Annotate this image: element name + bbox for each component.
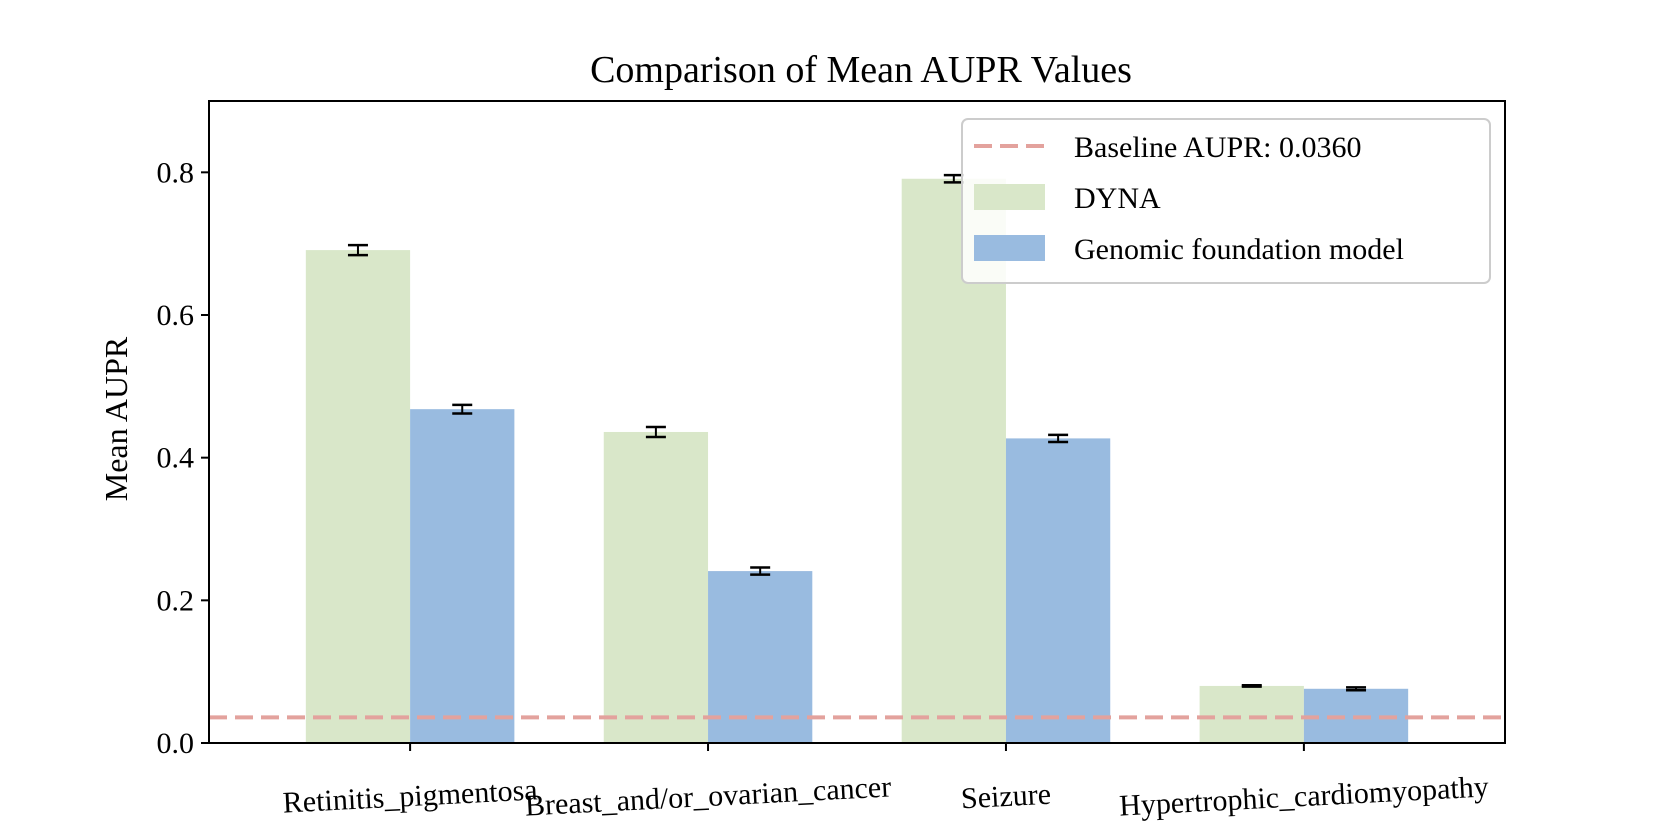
legend-label: Genomic foundation model [1074,233,1404,266]
bar-dyna-4 [1199,685,1304,743]
error-bar [1048,433,1069,444]
bar-dyna-2 [603,431,709,743]
bar-genomic-foundation-model-3 [1005,438,1111,743]
legend-swatch [974,235,1045,261]
legend-swatch [974,184,1045,210]
y-tick-label: 0.6 [157,299,195,332]
x-tick-label: Seizure [960,778,1052,816]
error-bar [347,243,368,257]
x-tick-label: Retinitis_pigmentosa [282,773,538,819]
legend-frame [961,118,1491,284]
y-tick-label: 0.0 [157,727,195,760]
error-bar [645,425,666,439]
y-axis-label: Mean AUPR [98,336,134,501]
bar-dyna-1 [305,250,411,743]
error-bar [1346,686,1367,692]
chart-title: Comparison of Mean AUPR Values [590,49,1132,91]
legend: Baseline AUPR: 0.0360 DYNA Genomic foundat… [961,118,1491,284]
error-bar [452,403,473,415]
x-tick-label: Breast_and/or_ovarian_cancer [524,770,892,822]
legend-label: DYNA [1074,182,1161,215]
y-tick-label: 0.8 [157,156,195,189]
bar-genomic-foundation-model-2 [708,571,813,743]
bars-layer [305,173,1409,744]
bar-genomic-foundation-model-1 [410,409,515,743]
legend-baseline-label: Baseline AUPR: 0.0360 [1074,131,1362,164]
y-tick-label: 0.4 [157,442,195,475]
y-tick-label: 0.2 [157,584,195,617]
error-bar [943,173,964,184]
x-tick-label: Hypertrophic_cardiomyopathy [1118,770,1489,822]
plot-frame [208,100,1506,744]
error-bar [750,566,771,576]
error-bar [1241,683,1262,688]
